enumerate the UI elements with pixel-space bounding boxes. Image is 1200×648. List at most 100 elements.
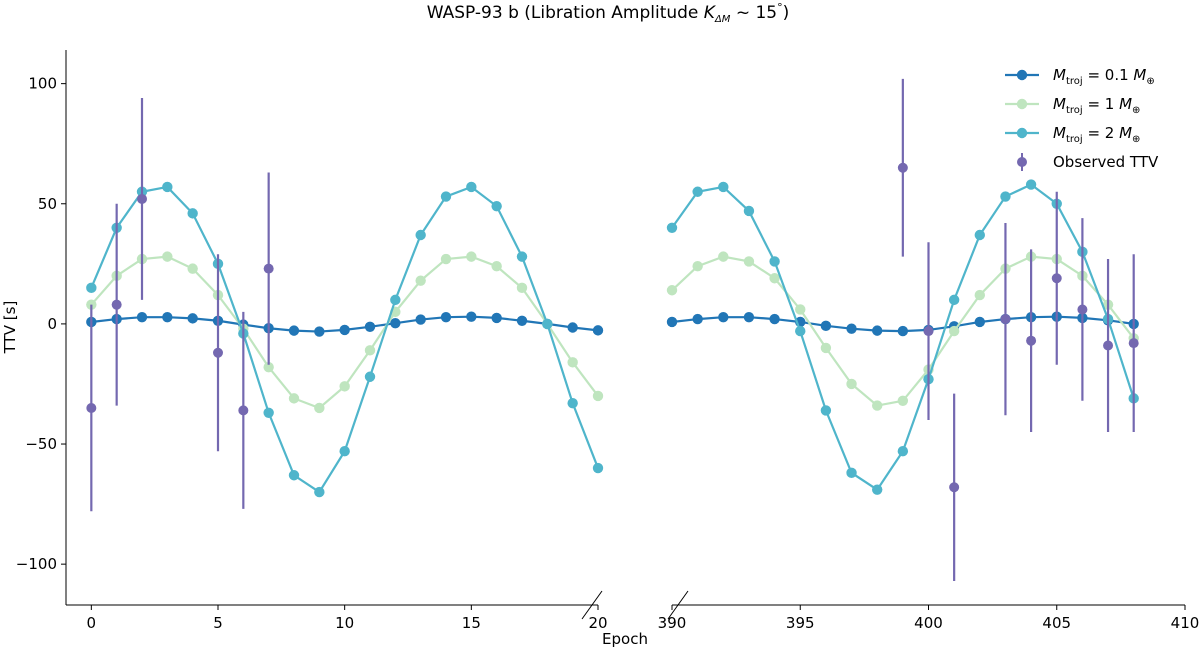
- legend-label-part: M: [1133, 66, 1146, 84]
- series-point-1: [364, 321, 376, 332]
- legend-label-part: troj: [1066, 105, 1083, 116]
- series-point-2: [948, 325, 960, 337]
- series-point-3: [263, 407, 274, 418]
- series-point-2: [516, 282, 528, 294]
- observed-point: [949, 482, 960, 493]
- series-point-1: [820, 320, 832, 332]
- observed-point: [1000, 314, 1011, 325]
- series-point-2: [666, 285, 678, 296]
- series-point-2: [86, 299, 97, 310]
- series-point-3: [516, 251, 528, 262]
- legend-label-part: M: [1053, 124, 1066, 142]
- series-point-1: [743, 311, 755, 323]
- legend-label-part: = 0.1: [1083, 66, 1134, 84]
- x-tick-label: 15: [462, 614, 481, 632]
- series-point-1: [390, 317, 401, 329]
- series-point-3: [666, 222, 678, 233]
- series-point-1: [314, 326, 325, 337]
- x-tick-label: 405: [1042, 614, 1071, 632]
- series-point-2: [769, 273, 780, 284]
- series-point-2: [364, 345, 376, 356]
- series-point-2: [567, 357, 578, 368]
- series-point-3: [288, 470, 300, 481]
- y-tick-label: −50: [25, 435, 57, 453]
- series-point-1: [466, 311, 477, 322]
- observed-point: [1077, 304, 1088, 315]
- y-tick-label: −100: [16, 555, 57, 573]
- series-point-2: [795, 304, 806, 315]
- series-point-2: [466, 251, 477, 262]
- series-point-2: [692, 261, 703, 272]
- observed-point: [1128, 338, 1139, 349]
- legend-label-1: Mtroj = 0.1 M⊕: [1053, 66, 1155, 87]
- axis-break-mark-right: [667, 590, 689, 620]
- series-point-1: [872, 325, 883, 336]
- axis-break-mark-left: [581, 590, 603, 620]
- series-point-2: [263, 361, 274, 373]
- series-point-3: [491, 200, 502, 212]
- series-point-1: [592, 325, 604, 336]
- series-point-2: [974, 289, 985, 301]
- x-tick-label: 5: [213, 614, 223, 632]
- series-point-3: [542, 318, 553, 330]
- series-point-1: [718, 311, 729, 323]
- series-point-1: [491, 312, 502, 324]
- observed-point: [263, 263, 274, 274]
- observed-point: [1103, 340, 1114, 351]
- series-point-2: [743, 256, 755, 267]
- series-point-3: [795, 325, 806, 337]
- series-point-2: [592, 390, 604, 402]
- legend-marker: [1016, 98, 1028, 110]
- series-point-2: [339, 381, 350, 392]
- series-point-3: [187, 208, 198, 219]
- series-point-3: [390, 294, 401, 306]
- legend-label-part: = 1: [1083, 95, 1119, 113]
- series-point-1: [440, 311, 452, 323]
- legend-marker: [1016, 127, 1028, 139]
- series-point-3: [440, 191, 452, 202]
- series-point-2: [820, 342, 832, 354]
- y-tick-label: 100: [28, 75, 57, 93]
- series-point-3: [820, 405, 832, 416]
- series-point-3: [339, 446, 350, 457]
- x-tick-label: 400: [914, 614, 943, 632]
- series-point-3: [364, 371, 376, 382]
- series-point-2: [415, 275, 426, 286]
- series-point-1: [288, 325, 300, 336]
- x-axis-label: Epoch: [602, 630, 648, 648]
- legend-label-part: M: [1053, 66, 1066, 84]
- legend-errorbar-marker: [1017, 157, 1027, 167]
- observed-point: [111, 299, 122, 310]
- series-point-1: [162, 311, 173, 323]
- observed-point: [923, 326, 934, 337]
- series-point-3: [692, 186, 703, 197]
- observed-point: [897, 162, 908, 173]
- legend-label-part: troj: [1066, 76, 1083, 87]
- series-point-3: [743, 205, 755, 217]
- series-point-2: [872, 400, 883, 411]
- observed-point: [213, 347, 223, 358]
- legend-label-part: M: [1053, 95, 1066, 113]
- series-point-2: [187, 263, 198, 274]
- x-tick-label: 20: [588, 614, 607, 632]
- series-point-3: [872, 484, 883, 495]
- series-point-3: [897, 446, 909, 457]
- series-point-1: [567, 322, 578, 333]
- series-point-1: [666, 316, 678, 328]
- x-tick-label: 395: [786, 614, 815, 632]
- series-point-3: [948, 294, 960, 306]
- legend-label-3: Mtroj = 2 M⊕: [1053, 124, 1140, 145]
- legend-label-part: troj: [1066, 134, 1083, 145]
- series-point-1: [846, 323, 857, 334]
- x-tick-label: 410: [1171, 614, 1200, 632]
- series-point-3: [769, 256, 780, 267]
- series-point-3: [846, 467, 857, 479]
- series-point-3: [718, 181, 729, 193]
- series-point-3: [86, 282, 97, 294]
- y-axis-label: TTV [s]: [1, 301, 19, 355]
- series-point-2: [288, 393, 300, 404]
- series-point-3: [314, 486, 325, 498]
- series-point-3: [415, 229, 426, 241]
- series-point-3: [567, 397, 578, 409]
